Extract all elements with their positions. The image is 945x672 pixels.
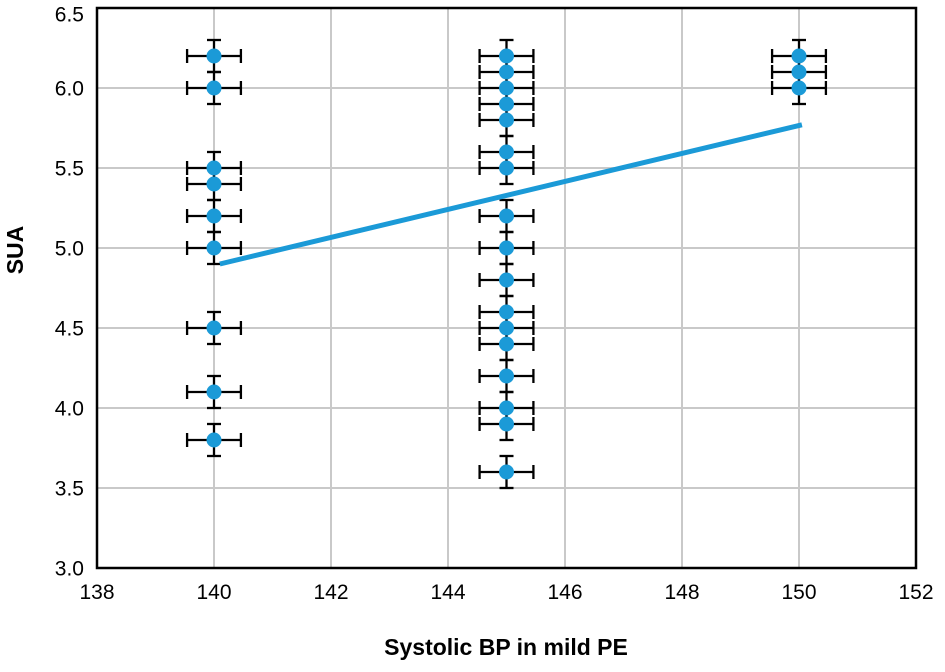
y-tick-label: 4.5 — [55, 317, 84, 340]
data-point — [499, 304, 514, 320]
data-point — [499, 464, 514, 480]
x-tick-label: 142 — [313, 581, 348, 604]
data-point — [499, 48, 514, 64]
data-point — [499, 80, 514, 96]
data-point — [499, 368, 514, 384]
x-tick-label: 140 — [196, 581, 231, 604]
data-point — [791, 80, 807, 96]
x-tick-label: 152 — [898, 581, 933, 604]
data-point — [499, 336, 514, 352]
data-point — [499, 272, 514, 288]
data-point — [206, 48, 222, 64]
data-point — [499, 64, 514, 80]
data-point — [791, 64, 807, 80]
y-tick-label: 5.0 — [55, 237, 84, 260]
y-tick-label: 5.5 — [55, 157, 84, 180]
data-point — [499, 416, 514, 432]
y-tick-label: 4.0 — [55, 397, 84, 420]
data-point — [499, 96, 514, 112]
x-tick-label: 150 — [781, 581, 816, 604]
data-point — [499, 240, 514, 256]
y-tick-label: 3.0 — [55, 557, 84, 580]
y-tick-label: 3.5 — [55, 477, 84, 500]
data-point — [206, 176, 222, 192]
tick-label-layer: 138 140 142 144 146 148 150 152 3.0 3.5 4.0 4.5 5.0 5… — [55, 3, 934, 604]
data-point — [499, 160, 514, 176]
data-point — [499, 320, 514, 336]
data-point — [499, 400, 514, 416]
y-axis-title: SUA — [2, 226, 28, 275]
x-tick-label: 148 — [664, 581, 699, 604]
data-point-layer — [206, 48, 807, 480]
data-point — [499, 112, 514, 128]
x-tick-label: 146 — [547, 581, 582, 604]
data-point — [206, 240, 222, 256]
data-point — [206, 208, 222, 224]
data-point — [206, 80, 222, 96]
x-tick-label: 144 — [430, 581, 465, 604]
y-tick-label: 6.5 — [55, 3, 84, 26]
data-point — [206, 320, 222, 336]
x-axis-title: Systolic BP in mild PE — [384, 634, 628, 660]
plot-frame-layer — [95, 6, 918, 570]
trend-line — [219, 122, 803, 267]
data-point — [499, 144, 514, 160]
plot-frame — [95, 6, 918, 570]
data-point — [499, 208, 514, 224]
data-point — [206, 432, 222, 448]
trend-line-layer — [219, 122, 803, 267]
y-tick-label: 6.0 — [55, 77, 84, 100]
x-tick-label: 138 — [79, 581, 114, 604]
data-point — [206, 160, 222, 176]
data-point — [206, 384, 222, 400]
data-point — [791, 48, 807, 64]
